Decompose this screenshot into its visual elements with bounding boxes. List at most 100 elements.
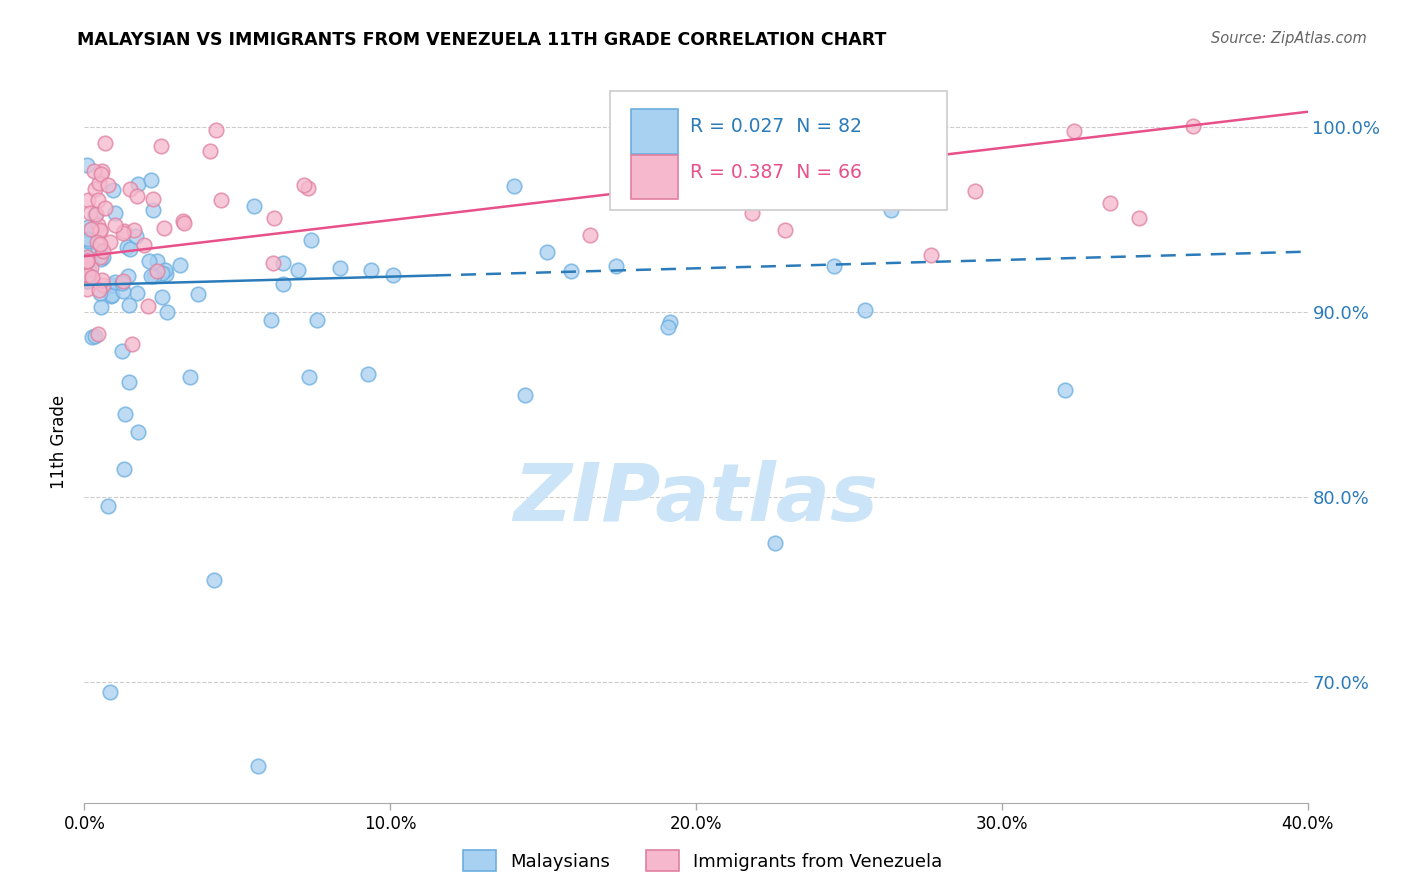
Point xyxy=(89,223,111,237)
Point xyxy=(76,234,98,248)
Point xyxy=(307,313,329,327)
Text: ZIPatlas: ZIPatlas xyxy=(513,460,879,539)
Point xyxy=(104,219,127,233)
FancyBboxPatch shape xyxy=(610,91,946,211)
Point xyxy=(76,253,98,268)
Point xyxy=(357,367,380,381)
Point xyxy=(82,270,104,285)
Point xyxy=(122,223,145,237)
Point xyxy=(84,182,107,196)
Point xyxy=(111,343,134,358)
Point xyxy=(80,222,103,236)
Point xyxy=(77,219,100,234)
Point xyxy=(146,254,169,268)
Point xyxy=(103,278,125,293)
Point xyxy=(260,312,283,326)
Point xyxy=(1098,195,1121,210)
Point xyxy=(86,235,108,249)
Point xyxy=(146,264,169,278)
Point xyxy=(76,158,98,172)
Point xyxy=(142,192,165,206)
Point xyxy=(775,223,797,237)
Point xyxy=(769,120,792,135)
Point xyxy=(117,376,139,390)
Point xyxy=(263,211,285,225)
Text: R = 0.027  N = 82: R = 0.027 N = 82 xyxy=(690,117,862,136)
Point xyxy=(578,228,600,243)
FancyBboxPatch shape xyxy=(631,154,678,200)
Point xyxy=(86,243,108,257)
Point xyxy=(169,258,191,272)
Point xyxy=(127,189,149,203)
Point xyxy=(76,282,98,296)
Point xyxy=(142,202,165,217)
Point xyxy=(90,164,112,178)
Point xyxy=(87,326,110,341)
Point xyxy=(560,264,582,278)
Point xyxy=(94,201,117,215)
Point xyxy=(823,259,845,273)
Point xyxy=(1054,383,1077,397)
Point xyxy=(79,206,101,220)
Point xyxy=(76,250,98,264)
Point xyxy=(139,172,162,186)
Legend: Malaysians, Immigrants from Venezuela: Malaysians, Immigrants from Venezuela xyxy=(456,843,950,879)
Point xyxy=(118,182,141,196)
Point xyxy=(246,758,269,772)
Point xyxy=(101,183,124,197)
Point xyxy=(104,275,127,289)
Point xyxy=(77,223,100,237)
Point xyxy=(100,289,122,303)
Point xyxy=(141,268,163,283)
Point xyxy=(172,213,194,227)
Point xyxy=(101,287,124,301)
Y-axis label: 11th Grade: 11th Grade xyxy=(51,394,69,489)
Point xyxy=(121,336,143,351)
Point xyxy=(90,167,112,181)
Point xyxy=(143,268,166,283)
Point xyxy=(243,199,266,213)
Text: R = 0.387  N = 66: R = 0.387 N = 66 xyxy=(690,163,862,182)
Point xyxy=(205,123,228,137)
Point xyxy=(513,388,536,402)
Point xyxy=(536,244,558,259)
Point xyxy=(287,263,309,277)
Point xyxy=(209,193,232,207)
Point xyxy=(853,302,876,317)
Point xyxy=(299,233,322,247)
Point xyxy=(202,574,225,588)
Point xyxy=(963,184,986,198)
Point xyxy=(879,202,901,217)
Point xyxy=(76,245,98,260)
Point xyxy=(89,250,111,264)
Point xyxy=(89,283,111,297)
Point xyxy=(360,262,382,277)
Point xyxy=(136,299,159,313)
Point xyxy=(271,256,294,270)
Point xyxy=(153,221,176,235)
Point xyxy=(86,207,108,221)
Point xyxy=(86,193,108,207)
Point xyxy=(1182,119,1205,133)
Point xyxy=(77,232,100,246)
Point xyxy=(741,205,763,219)
Point xyxy=(152,266,174,280)
Point xyxy=(150,290,173,304)
Point xyxy=(117,268,139,283)
Point xyxy=(89,237,111,252)
Point xyxy=(97,500,120,514)
Point xyxy=(100,235,122,249)
Point xyxy=(262,256,284,270)
Point xyxy=(104,205,127,219)
Point xyxy=(118,242,141,256)
Point xyxy=(503,179,526,194)
Point xyxy=(89,285,111,300)
Point xyxy=(605,259,627,273)
Point xyxy=(112,274,135,288)
Point xyxy=(91,244,114,259)
Point xyxy=(273,277,295,291)
Point xyxy=(77,272,100,286)
Point xyxy=(94,136,117,150)
FancyBboxPatch shape xyxy=(631,109,678,154)
Point xyxy=(110,276,132,290)
